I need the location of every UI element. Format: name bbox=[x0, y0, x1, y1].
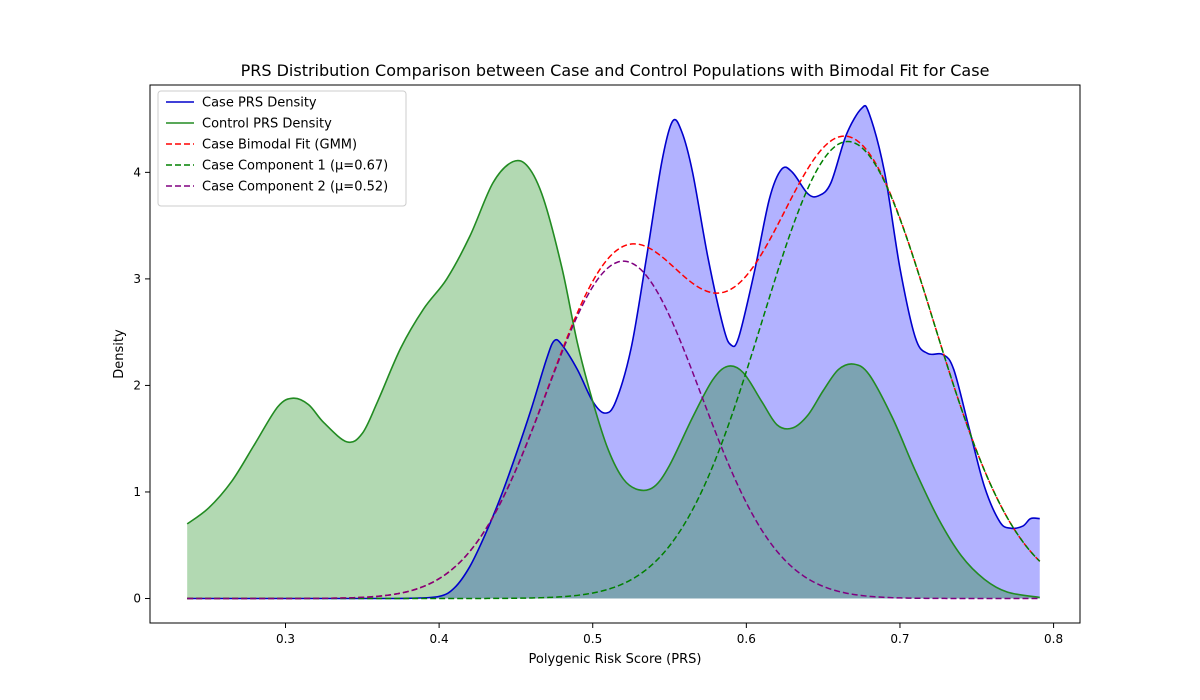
x-tick-label: 0.6 bbox=[737, 632, 756, 646]
x-tick-label: 0.5 bbox=[583, 632, 602, 646]
x-axis-label: Polygenic Risk Score (PRS) bbox=[529, 652, 702, 667]
case-prs-density-fill bbox=[187, 105, 1040, 599]
legend-entry-case-component-2-0-52: Case Component 2 (μ=0.52) bbox=[202, 180, 388, 195]
y-tick-label: 3 bbox=[133, 272, 141, 286]
case-component-2-0-52-line bbox=[187, 260, 1040, 600]
y-tick-label: 4 bbox=[133, 165, 141, 179]
legend-box bbox=[157, 90, 407, 207]
x-tick-label: 0.8 bbox=[1044, 632, 1063, 646]
x-tick-label: 0.7 bbox=[890, 632, 909, 646]
control-prs-density-fill bbox=[187, 160, 1040, 599]
control-prs-density-line bbox=[186, 159, 1040, 599]
y-axis: 0 1 2 3 4 bbox=[133, 165, 150, 605]
legend-entry-case-component-1-0-67: Case Component 1 (μ=0.67) bbox=[202, 159, 388, 174]
x-tick-label: 0.4 bbox=[430, 632, 449, 646]
y-tick-label: 0 bbox=[133, 591, 141, 605]
legend-entry-case-bimodal-fit-gmm: Case Bimodal Fit (GMM) bbox=[202, 138, 357, 153]
x-axis: 0.3 0.4 0.5 0.6 0.7 0.8 bbox=[276, 623, 1063, 646]
y-tick-label: 2 bbox=[133, 378, 141, 392]
x-tick-label: 0.3 bbox=[276, 632, 295, 646]
plot-area bbox=[186, 104, 1041, 600]
chart-title: PRS Distribution Comparison between Case… bbox=[241, 61, 990, 80]
legend: Case PRS Density Control PRS Density Case … bbox=[157, 90, 407, 207]
y-tick-label: 1 bbox=[133, 485, 141, 499]
legend-entry-case-prs-density: Case PRS Density bbox=[202, 96, 317, 111]
case-prs-density-line bbox=[187, 104, 1040, 600]
legend-entry-control-prs-density: Control PRS Density bbox=[202, 117, 332, 132]
plot-frame bbox=[149, 84, 1081, 624]
y-axis-label: Density bbox=[112, 329, 127, 379]
case-component-1-0-67-line bbox=[187, 140, 1041, 600]
